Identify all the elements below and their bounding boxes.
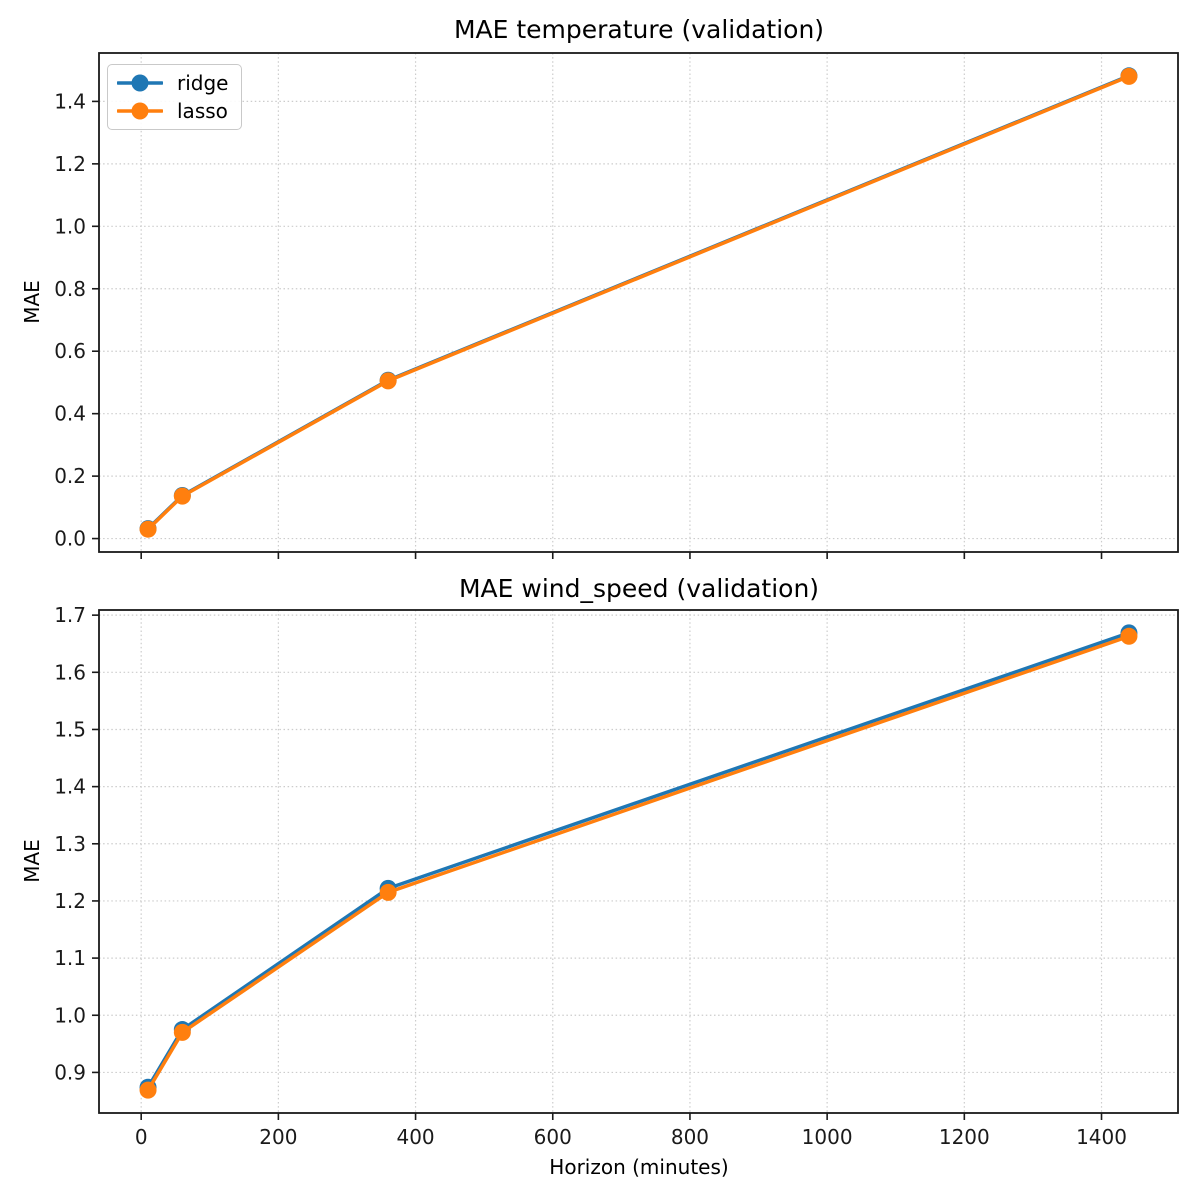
legend-swatch-lasso — [117, 102, 163, 120]
y-tick-label: 1.5 — [54, 717, 86, 741]
series-marker-lasso — [379, 372, 397, 390]
y-tick-label: 1.1 — [54, 946, 86, 970]
y-tick-label: 0.2 — [54, 464, 86, 488]
x-tick-label: 800 — [671, 1125, 709, 1149]
x-axis-label: Horizon (minutes) — [549, 1155, 729, 1179]
legend-marker-ridge — [131, 74, 149, 92]
subplot-0: 0.0 0.2 0.4 0.6 0.8 1.0 1.2 1.4 — [54, 52, 1179, 559]
series-line-lasso — [146, 634, 1131, 1092]
y-tick-label: 0.4 — [54, 402, 86, 426]
series-marker-lasso — [139, 520, 157, 538]
series-line-ridge — [146, 631, 1131, 1090]
y-tick-label: 1.2 — [54, 889, 86, 913]
chart-title-temperature: MAE temperature (validation) — [453, 15, 825, 44]
y-tick-label: 1.2 — [54, 152, 86, 176]
legend-swatch-ridge — [117, 74, 163, 92]
y-tick-label: 0.9 — [54, 1060, 86, 1084]
series-marker-lasso — [1120, 67, 1138, 85]
series-marker-lasso — [139, 1081, 157, 1099]
series-marker-lasso — [173, 487, 191, 505]
x-tick-label: 400 — [396, 1125, 434, 1149]
y-tick-label: 0.0 — [54, 527, 86, 551]
x-tick-label: 1000 — [802, 1125, 853, 1149]
y-tick-label: 1.3 — [54, 832, 86, 856]
chart-title-wind-speed: MAE wind_speed (validation) — [458, 574, 820, 603]
series-line-lasso — [146, 74, 1131, 531]
x-tick-label: 1400 — [1076, 1125, 1127, 1149]
y-axis-label-temperature: MAE — [20, 280, 44, 324]
y-tick-label: 1.4 — [54, 89, 86, 113]
plot-border — [98, 609, 1179, 1114]
legend-item-ridge: ridge — [117, 73, 241, 93]
legend: ridge lasso — [107, 64, 242, 130]
x-tick-label: 1200 — [939, 1125, 990, 1149]
y-tick-label: 1.0 — [54, 1003, 86, 1027]
x-tick-label: 600 — [534, 1125, 572, 1149]
y-axis-label-wind-speed: MAE — [20, 839, 44, 883]
x-tick-label: 0 — [135, 1125, 148, 1149]
legend-marker-lasso — [131, 102, 149, 120]
y-tick-label: 0.6 — [54, 339, 86, 363]
legend-label-lasso: lasso — [177, 99, 228, 123]
subplot-1: 0 200 400 600 800 1000 1200 1400 0.9 1.0 1.1 1.2 1.3… — [54, 603, 1179, 1149]
series-line-ridge — [146, 74, 1131, 531]
plot-border — [98, 52, 1179, 553]
y-tick-label: 1.7 — [54, 603, 86, 627]
series-marker-lasso — [379, 883, 397, 901]
series-marker-lasso — [173, 1023, 191, 1041]
legend-item-lasso: lasso — [117, 101, 241, 121]
legend-label-ridge: ridge — [177, 71, 229, 95]
y-tick-label: 1.4 — [54, 775, 86, 799]
y-tick-label: 1.6 — [54, 660, 86, 684]
series-marker-lasso — [1120, 627, 1138, 645]
x-tick-label: 200 — [259, 1125, 297, 1149]
y-tick-label: 0.8 — [54, 277, 86, 301]
y-tick-label: 1.0 — [54, 214, 86, 238]
